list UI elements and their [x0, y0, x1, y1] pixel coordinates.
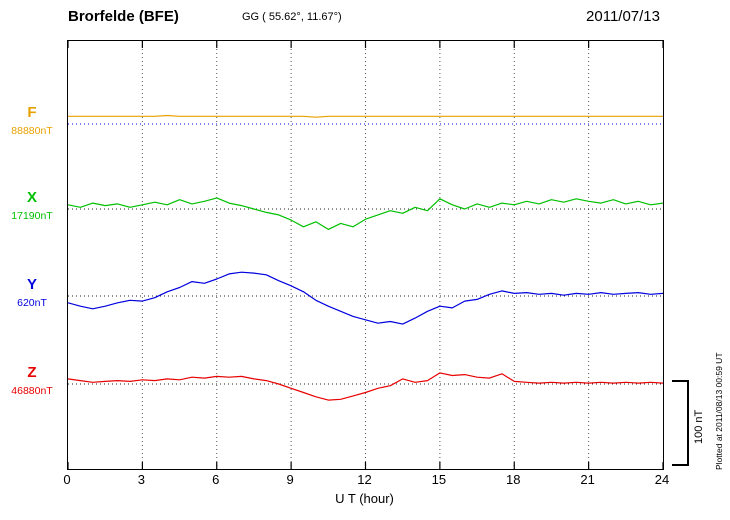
- trace-X: [68, 197, 663, 230]
- scale-bar-line: [687, 380, 689, 466]
- x-tick-label-15: 15: [431, 472, 447, 487]
- scale-bar-top-cap: [672, 380, 688, 382]
- component-baseline-value-X: 17190nT: [11, 210, 53, 222]
- x-tick-label-6: 6: [212, 472, 220, 487]
- trace-canvas: [68, 41, 663, 469]
- x-tick-label-24: 24: [654, 472, 670, 487]
- plot-area: [67, 40, 664, 470]
- x-axis-title: U T (hour): [335, 491, 394, 506]
- x-tick-label-3: 3: [137, 472, 145, 487]
- x-tick-label-0: 0: [63, 472, 71, 487]
- component-letter-X: X: [26, 189, 37, 206]
- station-title: Brorfelde (BFE): [68, 8, 179, 25]
- x-tick-label-18: 18: [506, 472, 521, 487]
- component-letter-Y: Y: [26, 276, 37, 293]
- component-baseline-value-F: 88880nT: [11, 125, 53, 137]
- component-letter-Z: Z: [27, 364, 37, 381]
- x-tick-label-9: 9: [286, 472, 294, 487]
- scale-bar-bottom-cap: [672, 464, 688, 466]
- x-axis-tick-labels: 0 3 6 9 12 15 18 21 24: [63, 472, 669, 488]
- component-letter-F: F: [27, 104, 37, 121]
- component-baseline-value-Z: 46880nT: [11, 385, 53, 397]
- scale-bar-label: 100 nT: [693, 409, 705, 444]
- x-tick-label-12: 12: [357, 472, 372, 487]
- plot-date: 2011/07/13: [586, 8, 660, 25]
- component-baseline-value-Y: 620nT: [17, 297, 47, 309]
- component-labels: F 88880nT X 17190nT Y 620nT Z 46880nT: [0, 0, 66, 520]
- plotted-at-note: Plotted at 2011/08/13 00:59 UT: [714, 352, 724, 470]
- geographic-coordinates: GG ( 55.62°, 11.67°): [242, 11, 342, 23]
- x-tick-label-21: 21: [580, 472, 595, 487]
- trace-F: [68, 114, 663, 118]
- trace-Y: [68, 271, 663, 325]
- trace-Z: [68, 372, 663, 401]
